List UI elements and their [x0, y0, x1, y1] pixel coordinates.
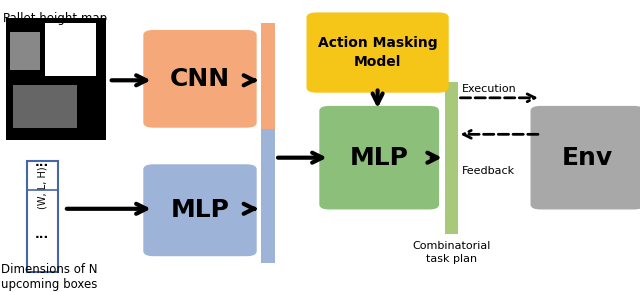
Text: Combinatorial
task plan: Combinatorial task plan: [412, 241, 490, 264]
Bar: [27, 161, 58, 272]
Text: (W, L, H): (W, L, H): [37, 166, 47, 209]
Text: MLP: MLP: [350, 146, 408, 170]
Text: Env: Env: [562, 146, 612, 170]
Bar: [6, 18, 106, 140]
Bar: [13, 85, 77, 128]
Text: Dimensions of N
upcoming boxes: Dimensions of N upcoming boxes: [1, 263, 98, 291]
Bar: [261, 23, 275, 129]
Text: Pallet height map: Pallet height map: [3, 12, 108, 25]
Bar: [45, 23, 96, 76]
Text: ...: ...: [35, 156, 49, 168]
Bar: [445, 82, 458, 234]
Text: MLP: MLP: [171, 198, 229, 222]
FancyBboxPatch shape: [307, 13, 448, 92]
FancyBboxPatch shape: [320, 107, 438, 209]
Bar: [261, 129, 275, 263]
Text: Action Masking
Model: Action Masking Model: [318, 36, 437, 69]
Text: Execution: Execution: [462, 84, 517, 94]
FancyBboxPatch shape: [531, 107, 640, 209]
FancyBboxPatch shape: [144, 165, 256, 256]
Text: ...: ...: [35, 228, 49, 241]
Text: CNN: CNN: [170, 67, 230, 91]
FancyBboxPatch shape: [144, 31, 256, 127]
Text: Feedback: Feedback: [462, 166, 515, 176]
Bar: [10, 32, 40, 70]
